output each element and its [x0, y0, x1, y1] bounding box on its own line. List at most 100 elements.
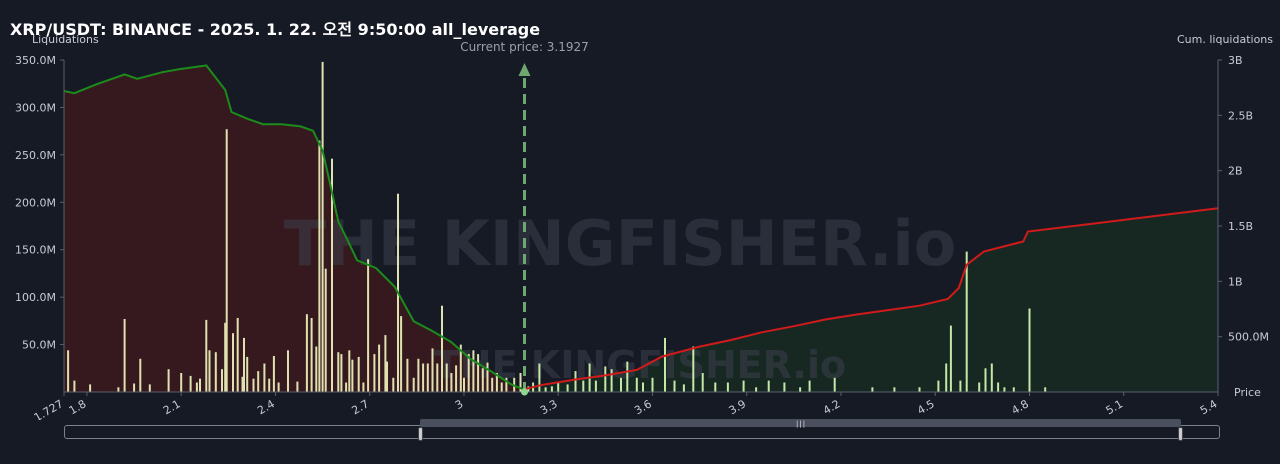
liquidation-bar [538, 363, 541, 392]
cum-left-line [63, 64, 525, 391]
y-left-tick-label: 150.0M [15, 244, 56, 257]
liquidation-bar [221, 369, 223, 392]
liquidation-bar [277, 382, 280, 392]
liquidation-bar [714, 382, 717, 392]
liquidation-bar [945, 363, 948, 392]
y-left-tick-label: 300.0M [15, 101, 56, 114]
range-scrollbar-track[interactable] [64, 425, 1220, 439]
liquidation-bar [199, 378, 201, 392]
x-tick-label: 2.4 [255, 397, 277, 417]
liquidation-bar [324, 268, 327, 392]
liquidation-bar [574, 371, 577, 392]
cum-left-area [64, 65, 525, 392]
chart-title: XRP/USDT: BINANCE - 2025. 1. 22. 오전 9:50… [10, 20, 541, 39]
liquidation-bar [500, 382, 503, 392]
liquidation-bar [224, 322, 227, 392]
liquidation-bar [148, 384, 151, 392]
liquidation-bar [491, 377, 494, 392]
x-tick-label: 4.5 [915, 397, 937, 417]
liquidation-bar [635, 377, 638, 392]
liquidation-bar [392, 377, 395, 392]
liquidation-bar [937, 380, 940, 392]
x-tick-label: 5.1 [1104, 397, 1126, 417]
liquidation-bar [246, 356, 249, 392]
y-left-tick-label: 50.0M [22, 339, 56, 352]
liquidation-bar [296, 381, 299, 392]
y-right-tick-label: 2B [1228, 165, 1243, 178]
liquidation-bar [362, 382, 365, 392]
y-left-tick-label: 200.0M [15, 196, 56, 209]
liquidation-bar [692, 346, 695, 392]
liquidation-bar [123, 319, 126, 392]
y-right-tick-label: 3B [1228, 54, 1243, 67]
liquidation-bar [949, 325, 952, 392]
liquidation-bar [373, 354, 376, 392]
x-tick-label: 3.6 [632, 397, 654, 417]
liquidation-bar [620, 377, 622, 392]
liquidation-bar [604, 366, 607, 392]
liquidation-bar [384, 335, 387, 392]
liquidation-bar [117, 387, 120, 392]
liquidation-bar [610, 369, 613, 392]
liquidation-bar [208, 350, 211, 392]
liquidation-bar [252, 378, 255, 392]
liquidation-bar [214, 352, 217, 392]
liquidation-bar [257, 371, 260, 392]
liquidation-bar [459, 344, 462, 392]
y-right-tick-label: 500.0M [1228, 331, 1269, 344]
liquidation-bar [1003, 387, 1006, 392]
current-price-dot [521, 388, 529, 396]
liquidation-bar [205, 319, 208, 392]
liquidation-bar [505, 377, 508, 392]
liquidation-bar [318, 140, 321, 392]
range-right-handle[interactable] [1178, 427, 1183, 441]
liquidation-bar [783, 382, 786, 392]
liquidation-bar [799, 387, 802, 392]
liquidation-bar [1012, 387, 1015, 392]
right-axis-title: Cum. liquidations [1177, 33, 1274, 46]
liquidation-bar [682, 384, 685, 392]
liquidation-bar [232, 333, 234, 392]
cum-right-area [524, 208, 1218, 392]
liquidation-bar [918, 387, 921, 392]
liquidation-bar [726, 382, 729, 392]
x-tick-label: 3.3 [538, 397, 560, 417]
y-left-tick-label: 250.0M [15, 149, 56, 162]
liquidation-bar [833, 377, 836, 392]
liquidation-bar [305, 314, 308, 392]
watermark-large: THE KINGFISHER.io [284, 207, 957, 280]
liquidation-bar [331, 158, 333, 392]
liquidation-bar [236, 318, 239, 392]
liquidation-bar [481, 368, 484, 392]
x-tick-label: 4.2 [821, 397, 843, 417]
liquidation-bar [742, 380, 745, 392]
liquidation-bar [1028, 308, 1031, 392]
liquidation-bar [550, 386, 553, 392]
y-left-tick-label: 100.0M [15, 291, 56, 304]
x-tick-label: 3.9 [727, 397, 749, 417]
liquidation-bar [406, 358, 409, 392]
liquidation-bar [268, 378, 271, 392]
left-axis-title: Liquidations [32, 33, 99, 46]
range-left-handle[interactable] [418, 427, 423, 441]
liquidation-bar [195, 382, 198, 392]
liquidation-bar [225, 129, 228, 392]
liquidation-bar [241, 376, 244, 392]
liquidation-bar [893, 387, 896, 392]
liquidation-bar [978, 382, 981, 392]
liquidation-bar [310, 318, 313, 392]
x-tick-label: 5.4 [1198, 397, 1220, 417]
range-scrollbar-thumb[interactable] [420, 419, 1181, 427]
liquidation-bar [959, 380, 962, 392]
y-right-tick-label: 2.5B [1228, 109, 1253, 122]
liquidation-bar [436, 363, 439, 392]
scrollbar-grip-icon: ||| [796, 420, 807, 428]
liquidation-bar [455, 365, 458, 392]
liquidation-bar [467, 354, 470, 392]
liquidation-bar [417, 358, 420, 392]
liquidation-bar [167, 369, 170, 392]
liquidation-bar [767, 380, 770, 392]
y-left-tick-label: 350.0M [15, 54, 56, 67]
liquidation-bar [673, 380, 676, 392]
